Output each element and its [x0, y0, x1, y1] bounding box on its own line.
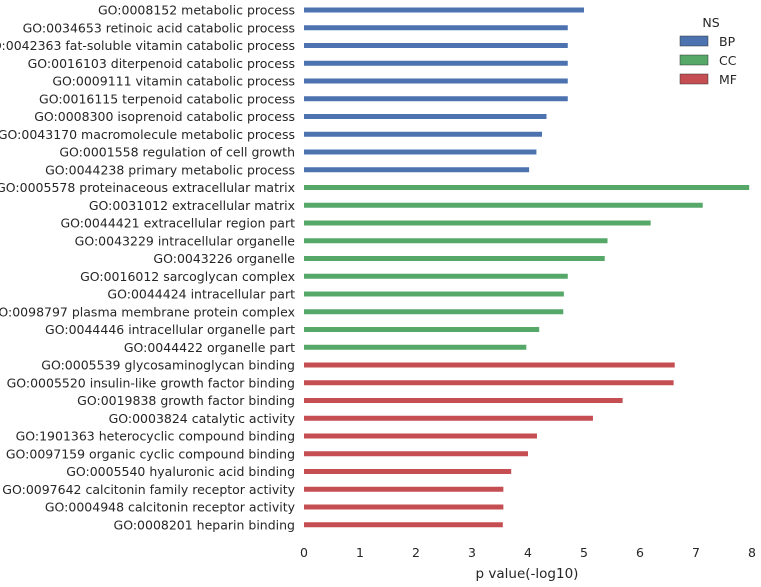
category-label: GO:0044422 organelle part — [124, 340, 295, 355]
x-axis-label: p value(-log10) — [476, 566, 579, 582]
bar-cc — [304, 256, 605, 261]
category-label: GO:1901363 heterocyclic compound binding — [16, 429, 295, 444]
legend-label: MF — [719, 72, 737, 87]
category-label: GO:0019838 growth factor binding — [77, 393, 295, 408]
legend-title: NS — [702, 15, 719, 30]
category-label: GO:0005539 glycosaminoglycan binding — [41, 358, 295, 373]
bar-mf — [304, 433, 537, 439]
bar-bp — [304, 131, 542, 137]
x-tick-label: 8 — [748, 545, 756, 560]
category-label: GO:0001558 regulation of cell growth — [59, 145, 295, 160]
bar-cc — [304, 309, 564, 315]
bar-mf — [304, 398, 623, 403]
category-label: GO:0016012 sarcoglycan complex — [80, 269, 295, 284]
bar-mf — [304, 469, 512, 474]
bar-cc — [304, 220, 651, 226]
bar-bp — [304, 96, 568, 102]
bar-cc — [304, 238, 608, 244]
bar-cc — [304, 273, 568, 279]
bar-bp — [304, 7, 584, 13]
category-label: GO:0003824 catalytic activity — [109, 411, 296, 426]
category-label: GO:0097642 calcitonin family receptor ac… — [2, 482, 295, 497]
bar-bp — [304, 25, 568, 31]
bar-cc — [304, 185, 750, 190]
category-label: GO:0008201 heparin binding — [114, 517, 295, 532]
bar-mf — [304, 504, 504, 510]
category-label: GO:0004948 calcitonin receptor activity — [45, 500, 296, 515]
category-label: GO:0005540 hyaluronic acid binding — [66, 464, 295, 479]
category-label: GO:0034653 retinoic acid catabolic proce… — [23, 20, 295, 35]
bar-cc — [304, 202, 703, 208]
category-label: GO:0005578 proteinaceous extracellular m… — [0, 180, 295, 195]
category-label: GO:0043229 intracellular organelle — [75, 233, 296, 248]
x-tick-label: 2 — [412, 545, 420, 560]
category-label: GO:0044238 primary metabolic process — [45, 162, 295, 177]
bar-cc — [304, 327, 540, 332]
category-label: GO:0043170 macromolecule metabolic proce… — [0, 127, 295, 142]
bar-bp — [304, 167, 530, 173]
bar-mf — [304, 451, 528, 457]
category-label: GO:0016115 terpenoid catabolic process — [39, 91, 295, 106]
x-tick-label: 0 — [300, 545, 308, 560]
category-label: GO:0016103 diterpenoid catabolic process — [28, 56, 295, 71]
x-tick-label: 1 — [356, 545, 364, 560]
category-label: GO:0044446 intracellular organelle part — [45, 322, 295, 337]
legend-swatch — [679, 35, 709, 47]
bar-bp — [304, 78, 568, 84]
bar-mf — [304, 362, 675, 368]
legend-swatch — [679, 73, 709, 85]
bar-mf — [304, 522, 503, 528]
bar-bp — [304, 149, 537, 155]
category-label: GO:0042363 fat-soluble vitamin catabolic… — [0, 38, 295, 53]
x-tick-label: 5 — [580, 545, 588, 560]
bar-mf — [304, 486, 504, 492]
legend-label: CC — [719, 53, 737, 68]
category-label: GO:0097159 organic cyclic compound bindi… — [6, 446, 295, 461]
category-labels: GO:0008152 metabolic process GO:0034653 r… — [0, 3, 296, 533]
bar-bp — [304, 43, 568, 48]
x-tick-label: 4 — [524, 545, 532, 560]
x-tick-label: 7 — [692, 545, 700, 560]
category-label: GO:0008300 isoprenoid catabolic process — [34, 109, 295, 124]
bar-cc — [304, 344, 527, 350]
category-label: GO:0044424 intracellular part — [107, 287, 295, 302]
bar-mf — [304, 415, 593, 421]
legend-label: BP — [719, 34, 736, 49]
category-label: GO:0009111 vitamin catabolic process — [52, 74, 295, 89]
category-label: GO:0031012 extracellular matrix — [89, 198, 295, 213]
category-label: GO:0043226 organelle — [153, 251, 295, 266]
category-label: GO:0044421 extracellular region part — [60, 216, 295, 231]
bar-bp — [304, 114, 547, 119]
legend: NS BP CC MF — [679, 15, 737, 87]
x-axis-ticks: 0 1 2 3 4 5 6 7 8 — [300, 545, 756, 560]
category-label: GO:0005520 insulin-like growth factor bi… — [7, 375, 295, 390]
bar-bp — [304, 60, 568, 66]
x-tick-label: 6 — [636, 545, 644, 560]
category-label: GO:0098797 plasma membrane protein compl… — [0, 304, 295, 319]
bar-cc — [304, 291, 564, 297]
category-label: GO:0008152 metabolic process — [98, 3, 295, 18]
bars — [304, 7, 750, 528]
bar-mf — [304, 380, 674, 386]
legend-swatch — [679, 54, 709, 66]
x-tick-label: 3 — [468, 545, 476, 560]
